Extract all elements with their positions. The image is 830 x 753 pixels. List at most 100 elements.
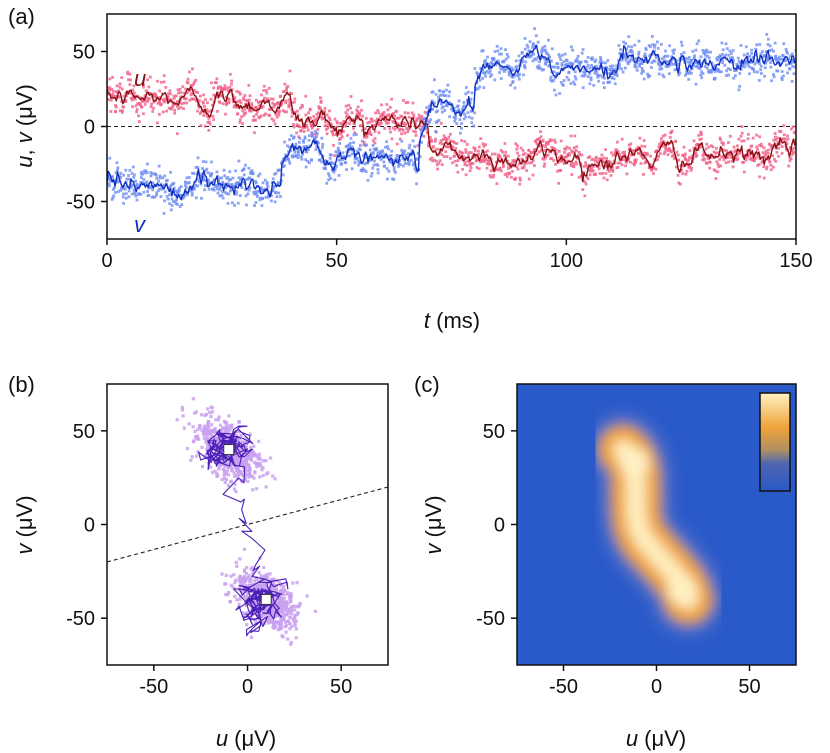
raw-sample-u [753, 156, 757, 160]
scatter-point [241, 473, 245, 478]
raw-sample-v [473, 67, 477, 70]
scatter-point [268, 456, 273, 460]
raw-sample-v [491, 57, 494, 61]
raw-sample-u [169, 98, 173, 102]
scatter-point [234, 578, 238, 582]
raw-sample-v [277, 168, 281, 172]
scatter-point [234, 468, 239, 472]
raw-sample-v [203, 188, 207, 192]
raw-sample-v [117, 190, 120, 194]
raw-sample-u [140, 105, 144, 109]
raw-sample-v [699, 62, 703, 65]
raw-sample-v [285, 153, 289, 157]
raw-sample-v [710, 61, 714, 65]
raw-sample-v [664, 49, 667, 53]
raw-sample-v [585, 60, 589, 64]
raw-sample-u [766, 152, 770, 155]
raw-sample-v [686, 57, 690, 61]
raw-sample-u [388, 127, 392, 130]
raw-sample-u [656, 158, 659, 162]
raw-sample-u [664, 141, 667, 145]
raw-sample-u [320, 112, 324, 116]
scatter-point [224, 420, 229, 425]
raw-sample-u [473, 149, 477, 153]
raw-sample-u [380, 103, 383, 107]
raw-sample-u [725, 149, 729, 153]
raw-sample-v [574, 77, 578, 81]
raw-sample-v [177, 188, 181, 192]
raw-sample-v [671, 63, 675, 66]
raw-sample-v [457, 99, 461, 103]
raw-sample-u [225, 103, 228, 107]
raw-sample-u [496, 168, 500, 172]
raw-sample-v [460, 126, 463, 130]
raw-sample-u [243, 107, 247, 111]
raw-sample-u [137, 114, 140, 118]
scatter-point [216, 418, 221, 422]
raw-sample-v [122, 201, 125, 205]
raw-sample-v [369, 174, 373, 178]
y-tick-label: 0 [84, 117, 95, 139]
raw-sample-u [481, 142, 485, 146]
raw-sample-v [254, 201, 258, 204]
raw-sample-u [574, 162, 578, 166]
raw-sample-v [668, 63, 672, 67]
raw-sample-u [253, 131, 256, 135]
raw-sample-v [673, 68, 677, 72]
density-peak-bottom [667, 575, 698, 606]
raw-sample-v [651, 43, 655, 47]
raw-sample-v [694, 82, 698, 86]
raw-sample-u [498, 167, 502, 170]
scatter-point [253, 460, 257, 464]
raw-sample-u [238, 120, 242, 124]
raw-sample-v [658, 67, 662, 71]
raw-sample-v [219, 185, 222, 189]
raw-sample-v [671, 49, 675, 53]
raw-sample-v [420, 140, 423, 144]
raw-sample-v [287, 150, 291, 153]
raw-sample-u [277, 101, 280, 104]
raw-sample-v [191, 171, 194, 175]
raw-sample-u [327, 116, 331, 120]
raw-sample-u [235, 105, 239, 109]
raw-sample-u [284, 99, 288, 103]
raw-sample-v [371, 143, 375, 147]
raw-sample-v [727, 53, 731, 57]
raw-sample-v [628, 60, 632, 64]
raw-sample-v [203, 184, 207, 188]
scatter-point [212, 430, 216, 434]
raw-sample-u [381, 113, 385, 117]
raw-sample-v [391, 177, 394, 181]
raw-sample-v [511, 75, 515, 79]
raw-sample-v [705, 66, 709, 70]
raw-sample-u [550, 139, 553, 142]
raw-sample-v [791, 64, 795, 68]
raw-sample-v [498, 71, 502, 74]
scatter-point [201, 432, 206, 436]
raw-sample-v [107, 184, 111, 188]
raw-sample-u [293, 97, 297, 101]
raw-sample-u [446, 137, 449, 141]
raw-sample-u [114, 104, 117, 107]
raw-sample-v [706, 50, 710, 54]
raw-sample-u [323, 124, 327, 128]
raw-sample-u [772, 138, 776, 142]
raw-sample-v [737, 59, 741, 63]
scatter-point [243, 474, 247, 479]
raw-sample-v [690, 58, 693, 62]
scatter-point [208, 410, 212, 415]
raw-sample-v [631, 50, 634, 54]
raw-sample-u [780, 145, 784, 148]
raw-sample-v [337, 158, 341, 162]
raw-sample-u [720, 141, 724, 144]
scatter-point [238, 437, 242, 441]
raw-sample-u [763, 156, 767, 159]
raw-sample-u [206, 101, 209, 105]
scatter-point [232, 487, 237, 491]
raw-sample-u [742, 170, 746, 174]
scatter-point [221, 426, 225, 430]
raw-sample-u [308, 107, 312, 111]
scatter-point [242, 569, 247, 574]
raw-sample-v [693, 54, 697, 58]
raw-sample-v [626, 61, 630, 65]
